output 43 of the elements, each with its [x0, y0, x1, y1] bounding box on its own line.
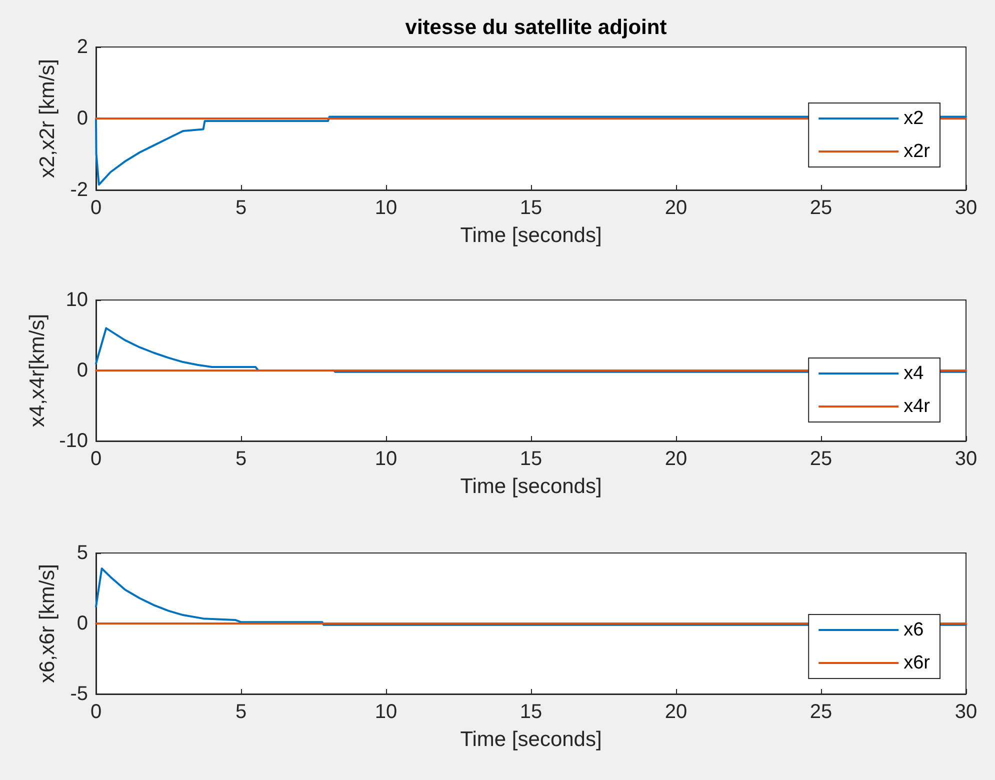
y-axis-title: x6,x6r [km/s] — [36, 564, 59, 684]
x-tick-label: 20 — [664, 701, 688, 723]
y-tick-label: -2 — [70, 179, 88, 201]
x-tick-label: 5 — [235, 448, 247, 470]
x-tick-label: 15 — [520, 701, 542, 723]
x-axis-title: Time [seconds] — [460, 728, 602, 751]
x-tick-label: 25 — [810, 701, 832, 723]
y-axis-title: x4,x4r[km/s] — [26, 314, 50, 428]
x-tick-label: 5 — [235, 197, 247, 219]
y-tick-label: 0 — [76, 108, 88, 130]
x-axis-title: Time [seconds] — [460, 224, 602, 247]
x-tick-label: 20 — [664, 197, 688, 219]
legend-label: x6r — [904, 652, 931, 674]
x-tick-label: 15 — [520, 197, 542, 219]
x-tick-label: 20 — [664, 448, 688, 470]
y-axis-title: x2,x2r [km/s] — [36, 58, 59, 178]
legend-label: x6 — [904, 620, 924, 640]
y-tick-label: -10 — [59, 430, 88, 452]
y-tick-label: 0 — [76, 612, 88, 634]
x-tick-label: 30 — [954, 448, 978, 470]
y-tick-label: 0 — [76, 360, 88, 382]
legend-label: x4 — [904, 363, 924, 384]
x-tick-label: 15 — [520, 448, 542, 470]
x-axis-title: Time [seconds] — [460, 475, 602, 498]
legend-label: x4r — [904, 396, 931, 417]
y-tick-label: -5 — [70, 683, 88, 705]
x-tick-label: 10 — [374, 701, 398, 723]
x-tick-label: 0 — [90, 701, 102, 723]
x-tick-label: 0 — [90, 197, 102, 219]
y-tick-label: 10 — [66, 289, 88, 311]
x-tick-label: 25 — [810, 197, 832, 219]
y-tick-label: 5 — [76, 542, 88, 564]
x-tick-label: 10 — [374, 448, 398, 470]
chart-title: vitesse du satellite adjoint — [405, 16, 667, 39]
x-tick-label: 0 — [90, 448, 102, 470]
legend-label: x2 — [904, 108, 924, 129]
x-tick-label: 25 — [810, 448, 832, 470]
x-tick-label: 30 — [954, 197, 978, 219]
x-tick-label: 5 — [235, 701, 247, 723]
legend-label: x2r — [904, 141, 931, 162]
x-tick-label: 10 — [374, 197, 398, 219]
x-tick-label: 30 — [954, 701, 978, 723]
y-tick-label: 2 — [76, 36, 88, 58]
